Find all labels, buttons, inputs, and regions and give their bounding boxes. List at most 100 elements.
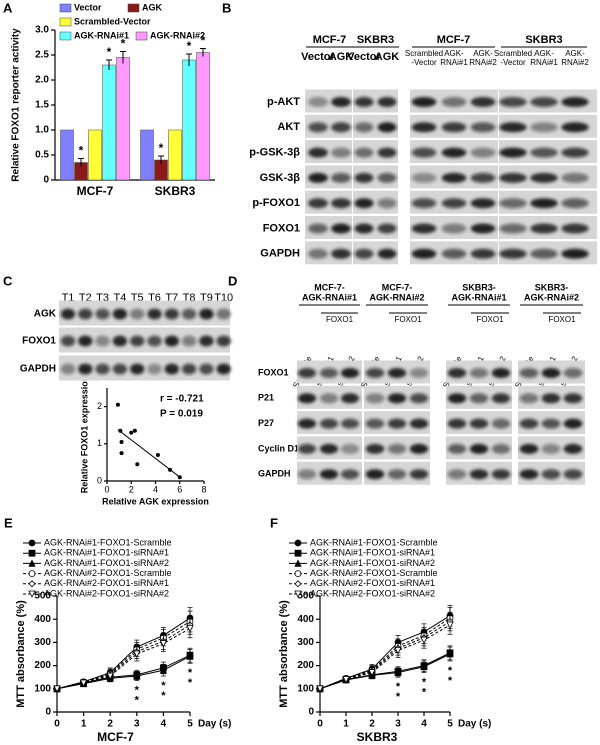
blot-band (365, 443, 385, 454)
blot-band (308, 223, 328, 234)
significance-label: * (188, 667, 193, 679)
blot-band (411, 97, 437, 107)
blot-band (181, 308, 197, 320)
blot-band (447, 393, 467, 404)
subgroup-label: FOXO1 (548, 315, 576, 324)
blot-band (470, 172, 496, 183)
data-point (446, 621, 454, 629)
blot-band (409, 368, 429, 378)
y-tick-label: 100 (297, 683, 314, 694)
data-point (133, 672, 141, 680)
blot-band (441, 172, 467, 183)
lane-label: Scrambled (405, 49, 443, 58)
blot-band (499, 248, 527, 259)
legend-label: AGK-RNAi#1-FOXO1-Scramble (44, 537, 172, 547)
lane-label: AGK- (444, 49, 464, 58)
blot-band (297, 418, 317, 429)
blot-band (216, 335, 231, 347)
blot-band (331, 223, 351, 234)
row-label: AKT (277, 121, 300, 133)
blot-band (499, 147, 527, 158)
blot-band (216, 363, 231, 375)
x-axis-unit: Day (s) (458, 719, 491, 730)
blot-band (563, 443, 583, 454)
data-point (420, 662, 428, 671)
x-tick-label: 3 (395, 719, 401, 730)
bar (116, 57, 130, 181)
blot-band (530, 122, 558, 133)
data-point (115, 402, 120, 407)
blot-band (563, 469, 583, 480)
blot-band (411, 223, 437, 234)
subgroup-label: FOXO1 (476, 315, 504, 324)
blot-band (199, 363, 214, 375)
blot-band (354, 172, 374, 183)
y-tick-label: 2.0 (35, 75, 49, 86)
blot-band (409, 393, 429, 404)
blot-band (331, 172, 351, 183)
blot-band (147, 335, 162, 347)
panel-label: C (3, 273, 13, 288)
lane-label: Vector (301, 51, 335, 63)
x-tick-label: 2 (129, 484, 134, 494)
blot-band (331, 147, 351, 158)
blot-band (365, 418, 385, 429)
blot-band (377, 97, 397, 107)
legend-label: AGK-RNAi#1-FOXO1-siRNA#1 (44, 548, 169, 558)
blot-band (563, 418, 583, 429)
data-point (420, 636, 428, 644)
blot-band (216, 308, 231, 320)
blot-band (409, 418, 429, 429)
data-point (119, 439, 124, 444)
row-label: FOXO1 (22, 336, 56, 347)
panel-label: F (270, 515, 278, 530)
legend-label: AGK-RNAi#2-FOXO1-siRNA#2 (310, 588, 435, 598)
blot-band (199, 335, 214, 347)
y-axis-label: Relative FOXO1 expression (79, 376, 89, 494)
data-point (135, 462, 140, 467)
bar (196, 52, 210, 181)
blot-band (164, 363, 179, 375)
blot-band (297, 469, 317, 480)
x-tick-label: MCF-7 (77, 184, 114, 198)
blot-band (469, 469, 489, 480)
blot-band (365, 393, 385, 404)
row-label: AGK (34, 309, 57, 320)
significance-label: * (79, 144, 84, 158)
blot-band (387, 368, 407, 378)
lane-label: -Vector (500, 58, 526, 67)
blot-band (354, 223, 374, 234)
lane-label: AGK (375, 51, 400, 63)
blot-band (377, 248, 397, 259)
chart-title: MCF-7 (97, 730, 134, 744)
blot-band (499, 122, 527, 133)
y-tick-label: 0 (43, 175, 49, 186)
significance-label: * (396, 691, 401, 703)
significance-label: * (422, 676, 427, 688)
legend-label: AGK-RNAi#2-FOXO1-Scramble (44, 568, 172, 578)
blot-band (563, 393, 583, 404)
group-label: MCF-7 (313, 34, 347, 46)
blot-band (519, 443, 539, 454)
blot-band (164, 308, 179, 320)
lane-label: RNAi#2 (561, 58, 589, 67)
significance-label: * (161, 680, 166, 692)
data-point (106, 672, 114, 680)
data-point (119, 451, 124, 456)
blot-band (377, 172, 397, 183)
legend-label: AGK-RNAi#2-FOXO1-siRNA#1 (44, 578, 169, 588)
lane-label: -Vector (411, 58, 437, 67)
x-tick-label: 5 (447, 719, 453, 730)
y-tick-label: 300 (297, 637, 314, 648)
blot-band (181, 335, 197, 347)
row-label: p-AKT (267, 96, 300, 108)
blot-band (470, 248, 496, 259)
blot-band (387, 393, 407, 404)
data-point (79, 679, 88, 687)
data-point (186, 625, 194, 633)
data-point (53, 685, 61, 693)
y-tick-label: 0.5 (35, 150, 49, 161)
annotation: P = 0.019 (160, 409, 203, 420)
blot-band (411, 122, 437, 133)
blot-band (365, 368, 385, 378)
